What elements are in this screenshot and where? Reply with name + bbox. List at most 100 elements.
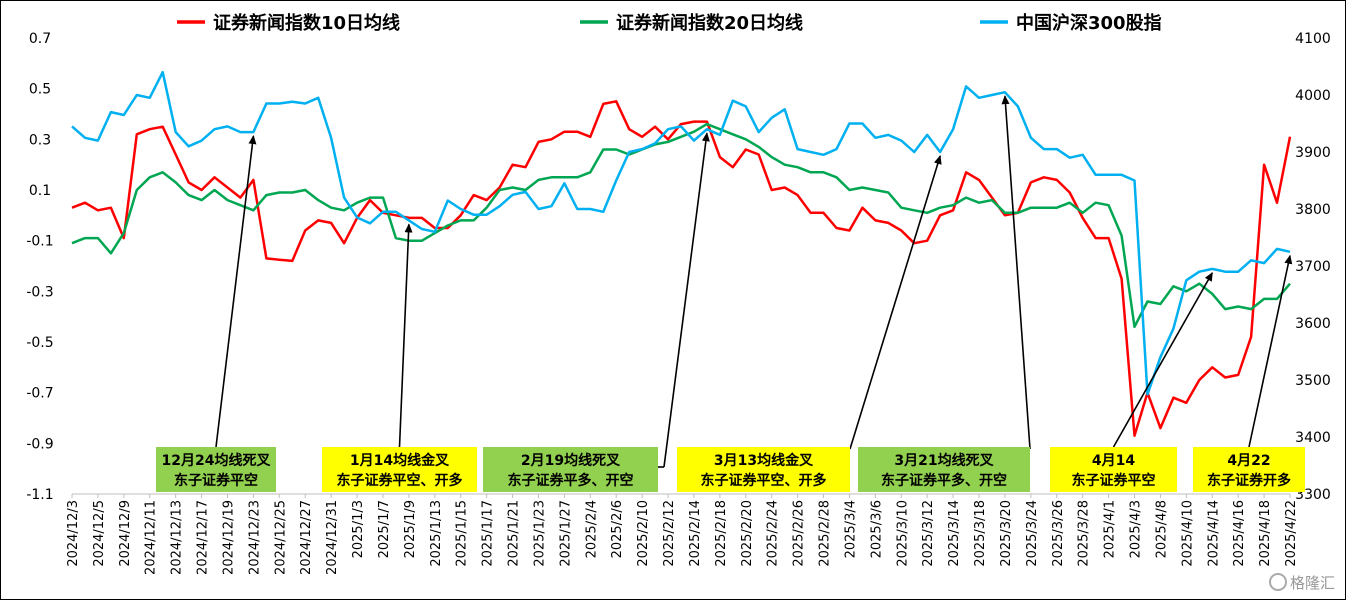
- x-tick-label: 2025/4/8: [1154, 500, 1169, 558]
- watermark: 格隆汇: [1269, 573, 1335, 592]
- x-tick-label: 2024/12/9: [118, 500, 133, 567]
- right-tick-label: 4000: [1295, 88, 1331, 104]
- right-tick-label: 3500: [1295, 373, 1331, 389]
- x-tick-label: 2025/1/3: [351, 500, 366, 558]
- x-tick-label: 2025/4/3: [1129, 500, 1144, 558]
- left-tick-label: -1.1: [26, 487, 53, 503]
- x-tick-label: 2025/3/28: [1077, 500, 1092, 567]
- annotation-subtitle: 东子证券开多: [1207, 472, 1291, 489]
- x-tick-label: 2025/2/12: [662, 500, 677, 567]
- left-tick-label: 0.1: [29, 183, 51, 199]
- x-axis: 2024/12/3 2024/12/5 2024/12/9 2024/12/11 202…: [66, 493, 1299, 575]
- legend-label-0: 证券新闻指数10日均线: [213, 12, 400, 34]
- annotation-arrow: [849, 155, 942, 450]
- annotation-title: 3月13均线金叉: [714, 452, 814, 469]
- x-tick-label: 2024/12/11: [144, 500, 159, 575]
- annotation-title: 1月14均线金叉: [350, 452, 450, 469]
- series-line-0: [71, 100, 1292, 437]
- x-tick-label: 2024/12/31: [325, 500, 340, 575]
- x-tick-label: 2025/3/6: [869, 500, 884, 558]
- x-tick-label: 2024/12/19: [221, 500, 236, 575]
- annotation-subtitle: 东子证券平空: [1072, 472, 1156, 489]
- annotation-subtitle: 东子证券平多、开空: [508, 472, 634, 489]
- x-tick-label: 2025/4/16: [1232, 500, 1247, 567]
- x-tick-label: 2025/3/12: [921, 500, 936, 567]
- annotation-arrow: [398, 223, 413, 448]
- watermark-logo-icon: [1269, 573, 1287, 591]
- x-tick-label: 2025/3/26: [1051, 500, 1066, 567]
- annotation-title: 12月24均线死叉: [162, 452, 272, 469]
- x-tick-label: 2025/3/4: [843, 500, 858, 558]
- legend-label-1: 证券新闻指数20日均线: [616, 12, 803, 34]
- x-tick-label: 2025/3/14: [947, 500, 962, 567]
- x-tick-label: 2025/1/21: [507, 500, 522, 567]
- right-tick-label: 3400: [1295, 430, 1331, 446]
- left-tick-label: 0.7: [29, 31, 51, 47]
- x-tick-label: 2024/12/13: [170, 500, 185, 575]
- annotation-arrow: [1248, 254, 1293, 448]
- annotation-box: [322, 447, 477, 492]
- annotation-box: [677, 447, 850, 492]
- annotation-subtitle: 东子证券平多、开空: [881, 472, 1007, 489]
- left-axis: 0.7 0.5 0.3 0.1 -0.1 -0.3 -0.5 -0.7 -0.9 -1.1: [26, 31, 53, 503]
- left-tick-label: 0.5: [29, 82, 51, 98]
- watermark-text: 格隆汇: [1290, 574, 1335, 592]
- x-tick-label: 2025/2/18: [714, 500, 729, 567]
- annotation-title: 4月22: [1227, 453, 1270, 469]
- x-tick-label: 2025/1/17: [481, 500, 496, 567]
- annotation-box: [1050, 447, 1177, 492]
- x-tick-label: 2025/1/27: [558, 500, 573, 567]
- x-tick-label: 2025/1/15: [455, 500, 470, 567]
- x-tick-label: 2025/3/24: [1025, 500, 1040, 567]
- left-tick-label: -0.9: [26, 436, 53, 452]
- left-tick-label: 0.3: [29, 132, 51, 148]
- left-tick-label: -0.3: [26, 284, 53, 300]
- annotation-box: [1193, 447, 1305, 492]
- annotation-arrow: [663, 132, 710, 468]
- right-tick-label: 3900: [1295, 145, 1331, 161]
- x-tick-label: 2025/2/28: [818, 500, 833, 567]
- x-tick-label: 2025/1/23: [532, 500, 547, 567]
- x-tick-label: 2025/4/18: [1258, 500, 1273, 567]
- x-tick-label: 2025/1/7: [377, 500, 392, 558]
- annotation-box: [483, 447, 658, 492]
- annotation-title: 2月19均线死叉: [521, 452, 621, 469]
- left-tick-label: -0.7: [26, 386, 53, 402]
- legend: 证券新闻指数10日均线 证券新闻指数20日均线 中国沪深300股指: [177, 12, 1162, 34]
- x-tick-label: 2025/2/14: [688, 500, 703, 567]
- x-tick-label: 2025/4/22: [1284, 500, 1299, 567]
- x-tick-label: 2025/1/9: [403, 500, 418, 558]
- x-tick-label: 2025/3/18: [973, 500, 988, 567]
- annotation-arrow: [215, 135, 257, 448]
- x-tick-label: 2025/2/10: [636, 500, 651, 567]
- x-tick-label: 2025/2/26: [792, 500, 807, 567]
- x-tick-label: 2024/12/27: [299, 500, 314, 575]
- x-tick-label: 2024/12/17: [196, 500, 211, 575]
- x-tick-label: 2025/4/1: [1103, 500, 1118, 558]
- x-tick-label: 2025/4/10: [1180, 500, 1195, 567]
- right-tick-label: 3700: [1295, 259, 1331, 275]
- left-tick-label: -0.5: [26, 335, 53, 351]
- x-tick-label: 2025/3/10: [895, 500, 910, 567]
- series-line-1: [71, 122, 1291, 329]
- x-tick-label: 2025/2/24: [766, 500, 781, 567]
- right-tick-label: 3600: [1295, 316, 1331, 332]
- series-lines: [71, 70, 1292, 437]
- annotation-box: [858, 447, 1030, 492]
- x-tick-label: 2025/1/13: [429, 500, 444, 567]
- series-line-2: [71, 70, 1291, 396]
- annotation-arrow: [1112, 271, 1213, 448]
- x-tick-label: 2025/2/20: [740, 500, 755, 567]
- x-tick-label: 2024/12/25: [273, 500, 288, 575]
- legend-label-2: 中国沪深300股指: [1016, 12, 1162, 34]
- annotation-title: 4月14: [1092, 453, 1135, 469]
- right-tick-label: 3800: [1295, 202, 1331, 218]
- x-tick-label: 2025/2/6: [610, 500, 625, 558]
- x-tick-label: 2025/3/20: [999, 500, 1014, 567]
- annotation-subtitle: 东子证券平空: [174, 472, 258, 489]
